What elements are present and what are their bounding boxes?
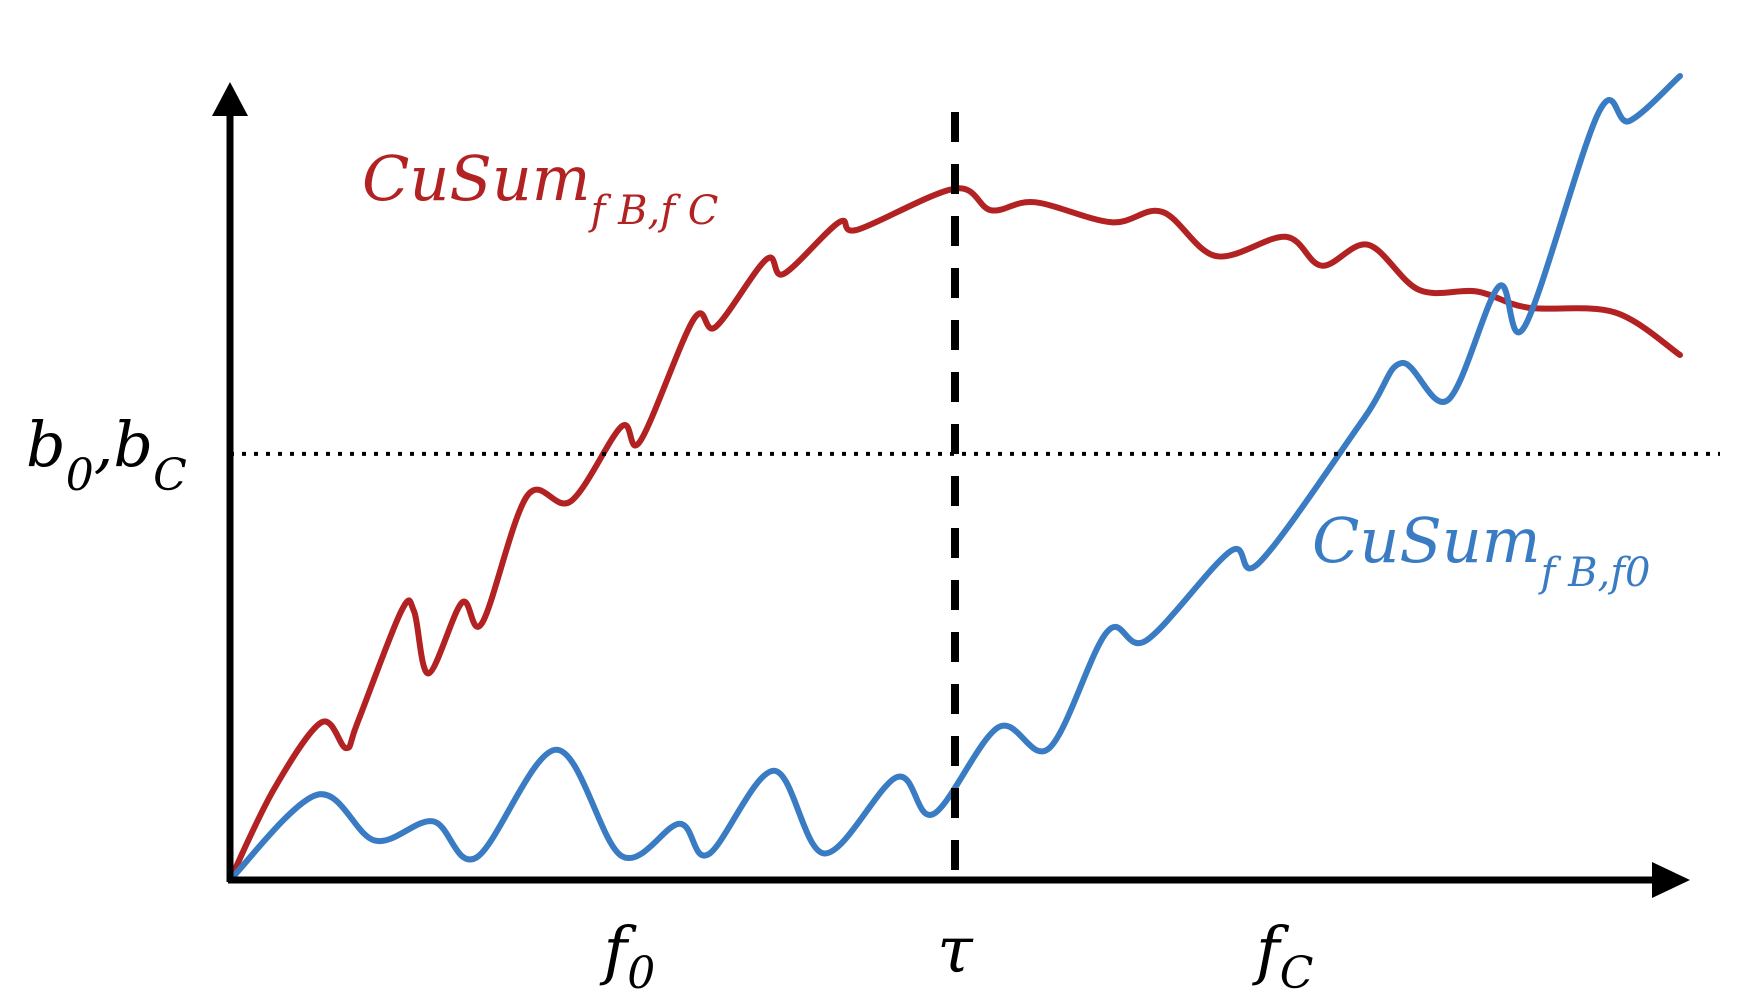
series-line-cusum-fb-f0 [227, 73, 1683, 883]
x-tick-label-2: τ [937, 914, 974, 988]
x-tick-label-3-sub: C [1280, 948, 1314, 999]
axes-layer [212, 82, 1690, 898]
x-tick-label-3: fC [1252, 914, 1313, 999]
threshold-label-sep: ,b [94, 408, 153, 481]
series-label-cusum-fb-f0: CuSumf B,f0 [1312, 504, 1650, 596]
threshold-label: b0,bC [26, 408, 187, 501]
x-tick-label-1: f0 [600, 914, 656, 999]
series-label-cusum-fb-fc: CuSumf B,f C [362, 142, 718, 234]
x-axis-arrow [1652, 862, 1690, 898]
threshold-label-main: b [26, 408, 66, 481]
reference-lines-layer [230, 112, 1720, 880]
series-layer [227, 73, 1683, 883]
series-label-cusum-fb-f0-main: CuSum [1312, 504, 1541, 577]
series-label-cusum-fb-fc-main: CuSum [362, 142, 591, 215]
series-line-cusum-fb-fc [227, 185, 1683, 883]
y-axis-arrow [212, 82, 248, 116]
x-tick-label-1-sub: 0 [627, 948, 655, 999]
series-label-cusum-fb-f0-sub: f B,f0 [1538, 550, 1651, 596]
threshold-label-sub: 0 [66, 450, 94, 501]
series-label-cusum-fb-fc-sub: f B,f C [588, 188, 719, 234]
threshold-label-sub2: C [153, 450, 187, 501]
x-tick-label-2-main: τ [937, 914, 974, 988]
